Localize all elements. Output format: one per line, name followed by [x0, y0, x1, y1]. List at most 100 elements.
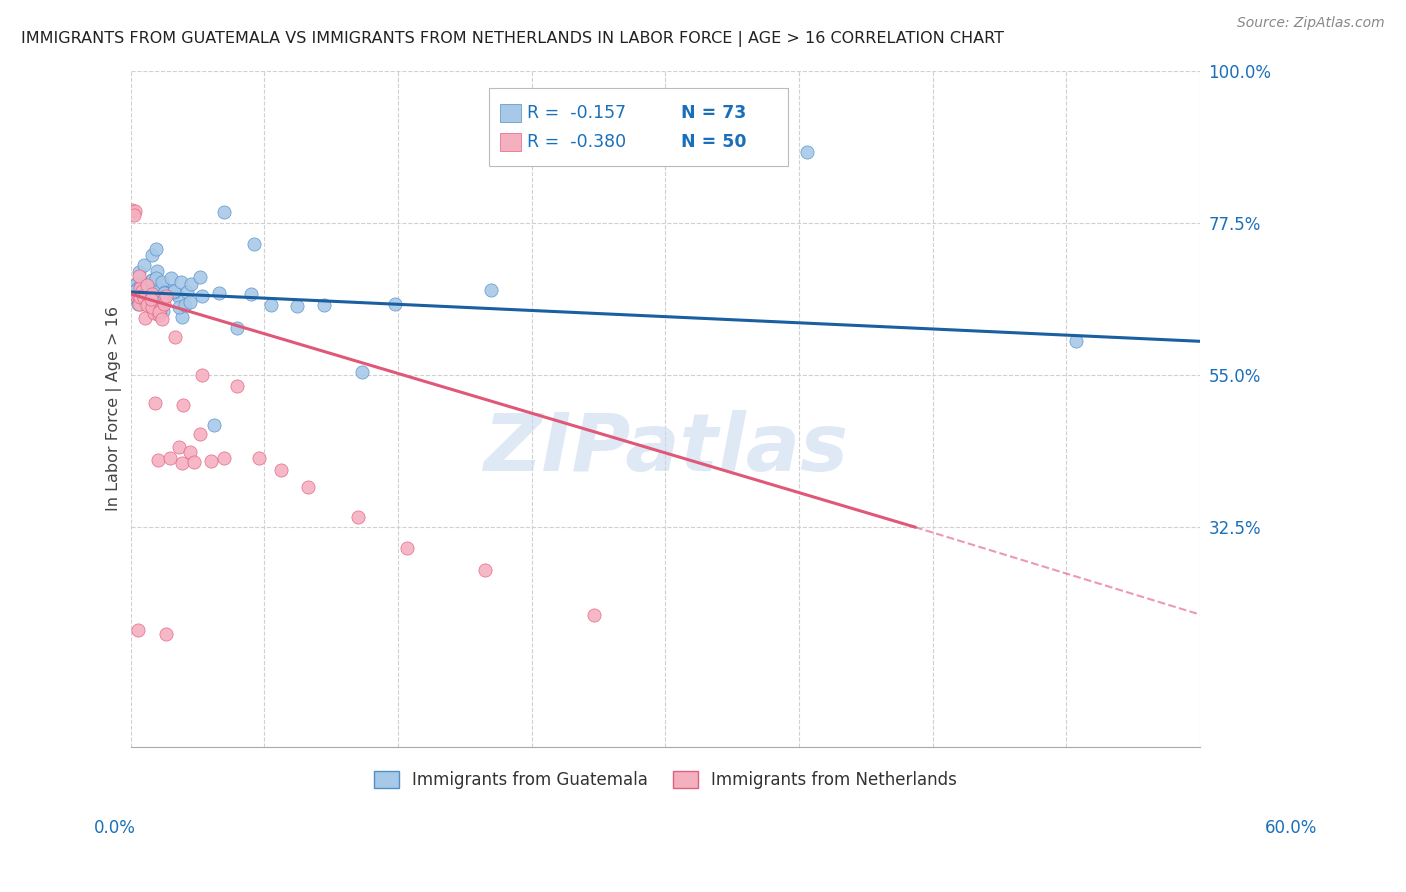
Point	[208, 285, 231, 300]
Point	[128, 281, 150, 295]
Point	[127, 624, 149, 638]
Point	[173, 298, 195, 312]
Point	[150, 275, 173, 289]
Point	[148, 305, 170, 319]
Point	[188, 270, 211, 285]
FancyBboxPatch shape	[499, 104, 522, 121]
Text: N = 50: N = 50	[682, 133, 747, 151]
Point	[127, 282, 149, 296]
Point	[143, 282, 166, 296]
Point	[145, 271, 167, 285]
Point	[285, 298, 308, 312]
Point	[153, 287, 176, 301]
Point	[190, 368, 212, 382]
Point	[155, 282, 177, 296]
Point	[141, 247, 163, 261]
Point	[150, 291, 173, 305]
Point	[132, 284, 155, 298]
Point	[129, 284, 152, 298]
Point	[212, 205, 235, 219]
Point	[166, 289, 188, 303]
Point	[141, 283, 163, 297]
Point	[225, 378, 247, 392]
Point	[128, 265, 150, 279]
Point	[129, 288, 152, 302]
Point	[127, 290, 149, 304]
Point	[122, 285, 145, 299]
Point	[141, 292, 163, 306]
Legend: Immigrants from Guatemala, Immigrants from Netherlands: Immigrants from Guatemala, Immigrants fr…	[367, 764, 965, 796]
Point	[129, 293, 152, 308]
Point	[384, 296, 406, 310]
Point	[155, 627, 177, 641]
Point	[134, 291, 156, 305]
Point	[135, 291, 157, 305]
Point	[202, 418, 225, 433]
Point	[172, 456, 194, 470]
Point	[170, 275, 193, 289]
Point	[127, 296, 149, 310]
Point	[163, 284, 186, 298]
Point	[191, 289, 214, 303]
Point	[128, 292, 150, 306]
Text: 60.0%: 60.0%	[1264, 819, 1317, 837]
Point	[132, 285, 155, 300]
Point	[136, 298, 159, 312]
Text: IMMIGRANTS FROM GUATEMALA VS IMMIGRANTS FROM NETHERLANDS IN LABOR FORCE | AGE > : IMMIGRANTS FROM GUATEMALA VS IMMIGRANTS …	[21, 31, 1004, 47]
Point	[134, 282, 156, 296]
Point	[122, 279, 145, 293]
Point	[136, 277, 159, 292]
Point	[141, 273, 163, 287]
Point	[270, 463, 292, 477]
Point	[155, 286, 177, 301]
FancyBboxPatch shape	[499, 133, 522, 151]
Point	[143, 395, 166, 409]
Point	[200, 454, 222, 468]
Point	[172, 310, 194, 324]
Point	[124, 289, 146, 303]
Point	[167, 440, 190, 454]
Point	[297, 480, 319, 494]
Point	[188, 427, 211, 442]
Point	[143, 306, 166, 320]
Point	[138, 289, 160, 303]
Point	[141, 300, 163, 314]
Point	[121, 203, 143, 218]
Point	[160, 270, 183, 285]
Point	[145, 242, 167, 256]
Point	[240, 286, 263, 301]
Point	[243, 236, 266, 251]
Point	[479, 283, 502, 297]
Point	[150, 311, 173, 326]
Point	[139, 292, 162, 306]
Point	[131, 297, 153, 311]
Point	[1064, 334, 1087, 348]
Point	[122, 208, 145, 222]
Text: N = 73: N = 73	[682, 104, 747, 122]
Point	[152, 304, 174, 318]
Point	[183, 455, 205, 469]
Point	[153, 297, 176, 311]
Point	[146, 279, 169, 293]
Point	[148, 453, 170, 467]
Text: ZIPatlas: ZIPatlas	[482, 410, 848, 489]
Point	[134, 310, 156, 325]
Point	[138, 283, 160, 297]
Point	[179, 445, 201, 459]
Point	[141, 273, 163, 287]
Point	[145, 264, 167, 278]
Point	[135, 280, 157, 294]
Point	[129, 277, 152, 291]
Point	[212, 450, 235, 465]
Point	[153, 285, 176, 300]
Point	[226, 320, 249, 334]
Point	[134, 258, 156, 272]
Point	[141, 287, 163, 301]
Point	[125, 286, 148, 301]
Point	[128, 296, 150, 310]
Point	[312, 297, 335, 311]
Text: 0.0%: 0.0%	[94, 819, 136, 837]
Point	[128, 269, 150, 284]
Text: R =  -0.380: R = -0.380	[527, 133, 627, 151]
Point	[347, 509, 370, 524]
